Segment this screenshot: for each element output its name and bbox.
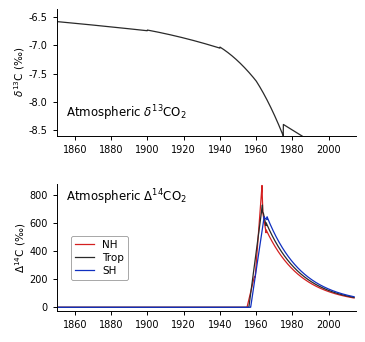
Text: Atmospheric $\delta^{13}$CO$_2$: Atmospheric $\delta^{13}$CO$_2$ [66,103,186,123]
NH [181,305,186,310]
NH [314,284,318,288]
Y-axis label: $\Delta^{14}$C (‰): $\Delta^{14}$C (‰) [13,222,28,273]
SH [352,295,356,299]
Y-axis label: $\delta^{13}$C (‰): $\delta^{13}$C (‰) [12,47,27,97]
Trop [346,294,350,298]
Line: Trop: Trop [57,205,354,307]
NH [352,296,356,300]
NH [54,305,59,310]
Text: Atmospheric $\Delta^{14}$CO$_2$: Atmospheric $\Delta^{14}$CO$_2$ [66,188,187,208]
Trop [352,295,356,300]
NH [260,183,264,187]
NH [346,295,350,299]
Line: SH: SH [57,217,354,307]
SH [262,215,266,219]
SH [88,305,93,310]
SH [54,305,59,310]
SH [346,293,350,298]
Trop [106,305,110,310]
SH [314,281,318,285]
NH [88,305,93,310]
Trop [88,305,93,310]
SH [106,305,110,310]
Trop [314,282,318,287]
NH [169,305,173,310]
Trop [169,305,173,310]
Trop [181,305,186,310]
Legend: NH, Trop, SH: NH, Trop, SH [71,236,128,280]
Trop [260,203,265,207]
Trop [54,305,59,310]
Line: NH: NH [57,185,354,307]
SH [169,305,173,310]
SH [181,305,186,310]
NH [106,305,110,310]
